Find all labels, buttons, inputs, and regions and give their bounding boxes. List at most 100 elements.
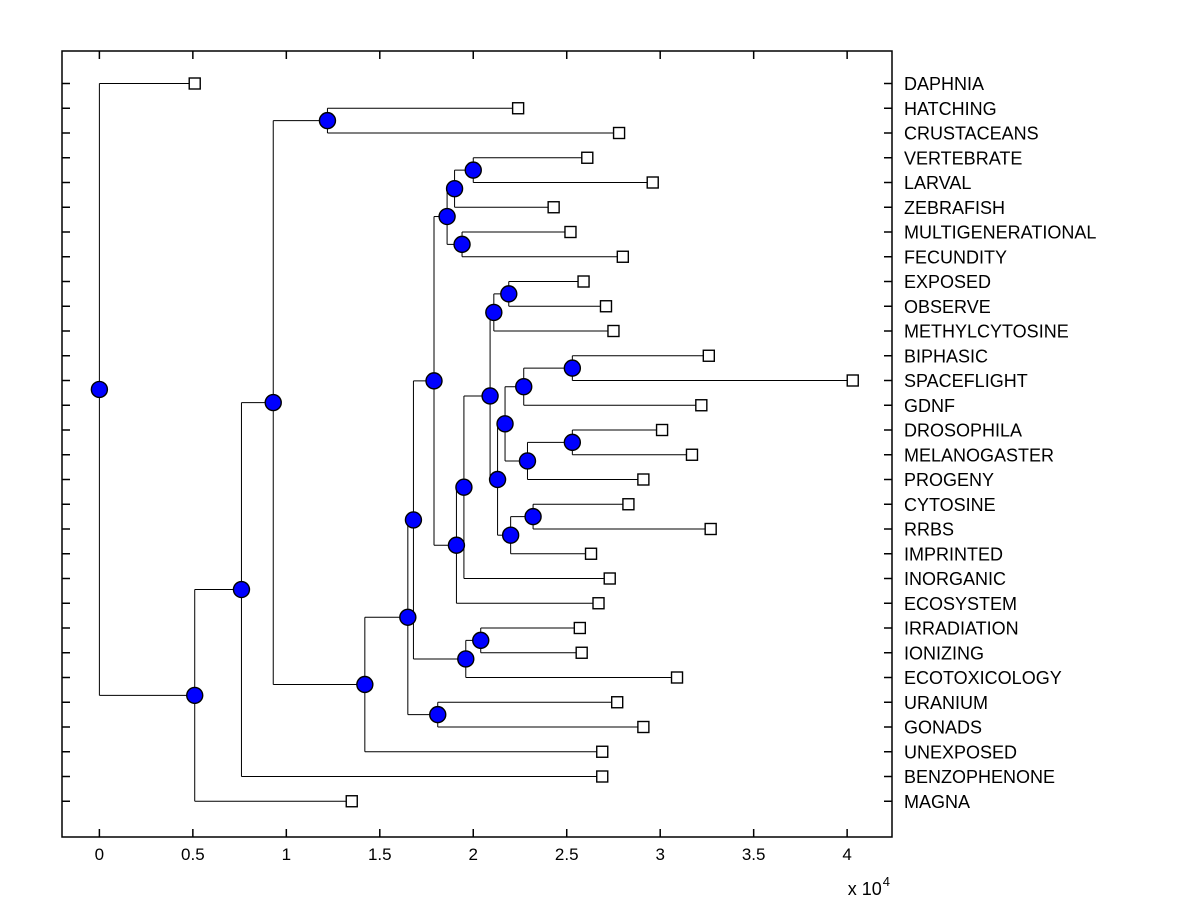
internal-node-marker xyxy=(563,359,582,377)
leaf-label: FECUNDITY xyxy=(904,247,1007,267)
internal-node-marker xyxy=(485,303,503,322)
internal-node-marker xyxy=(399,608,417,626)
internal-node-marker xyxy=(90,380,109,399)
leaf-marker xyxy=(592,597,605,610)
leaf-marker xyxy=(573,621,587,635)
leaf-label: OBSERVE xyxy=(904,297,991,317)
leaf-label: INORGANIC xyxy=(904,569,1006,589)
leaf-label: EXPOSED xyxy=(904,272,991,292)
leaf-label: RRBS xyxy=(904,520,954,540)
tree-branches xyxy=(98,83,853,802)
leaf-marker xyxy=(577,275,590,288)
leaf-marker xyxy=(646,176,659,189)
internal-node-marker xyxy=(501,526,520,544)
leaf-label: IRRADIATION xyxy=(904,619,1019,639)
leaf-marker xyxy=(670,671,684,684)
leaf-marker xyxy=(345,795,358,808)
leaf-label: HATCHING xyxy=(904,99,997,119)
x-tick-label: 2 xyxy=(469,845,478,864)
axis-ticks xyxy=(62,51,892,837)
leaf-label: IMPRINTED xyxy=(904,544,1003,564)
leaf-label: CYTOSINE xyxy=(904,495,996,515)
internal-node-marker xyxy=(481,387,499,405)
leaf-marker xyxy=(846,374,859,387)
leaf-label: UNEXPOSED xyxy=(904,742,1017,762)
internal-node-marker xyxy=(518,452,537,470)
leaf-label: BENZOPHENONE xyxy=(904,767,1055,787)
internal-node-marker xyxy=(404,511,423,529)
leaf-label: PROGENY xyxy=(904,470,994,490)
leaf-labels: DAPHNIA HATCHING CRUSTACEANS VERTEBRATE LARV… xyxy=(904,74,1096,812)
axis-box xyxy=(61,50,893,838)
internal-node-marker xyxy=(429,705,447,724)
leaf-marker xyxy=(511,102,525,115)
leaf-marker xyxy=(655,423,669,437)
internal-node-marker xyxy=(232,580,251,599)
leaf-marker xyxy=(616,250,630,263)
internal-node-marker xyxy=(464,161,482,179)
x-tick-label: 0.5 xyxy=(181,845,205,864)
leaf-marker xyxy=(622,498,635,511)
internal-node-marker xyxy=(186,686,204,705)
internal-node-marker xyxy=(496,415,514,433)
internal-node-marker xyxy=(425,372,443,390)
leaf-marker xyxy=(575,646,588,659)
leaf-marker xyxy=(685,448,699,461)
internal-node-marker xyxy=(455,478,473,496)
leaf-marker xyxy=(584,547,598,560)
leaf-label: MELANOGASTER xyxy=(904,445,1054,465)
leaf-marker xyxy=(188,77,201,90)
leaf-marker xyxy=(637,473,650,486)
internal-node-marker xyxy=(472,631,490,650)
leaf-label: BIPHASIC xyxy=(904,346,988,366)
leaf-marker xyxy=(607,324,620,338)
leaf-marker xyxy=(702,349,716,362)
leaf-marker xyxy=(564,225,577,239)
leaf-label: GONADS xyxy=(904,718,982,738)
leaf-marker xyxy=(599,300,613,313)
leaf-label: ECOTOXICOLOGY xyxy=(904,668,1062,688)
internal-node-marker xyxy=(524,507,542,526)
leaf-label: MAGNA xyxy=(904,792,970,812)
leaf-marker xyxy=(611,696,624,709)
tree-markers xyxy=(90,77,859,808)
internal-node-marker xyxy=(438,207,456,226)
leaf-marker xyxy=(547,201,560,214)
x-tick-label: 1 xyxy=(282,845,291,864)
x-tick-label: 4 xyxy=(842,845,851,864)
leaf-label: DAPHNIA xyxy=(904,74,984,94)
x-axis-multiplier: x 104 xyxy=(848,874,890,899)
leaf-label: VERTEBRATE xyxy=(904,148,1022,168)
leaf-marker xyxy=(603,572,616,585)
leaf-label: CRUSTACEANS xyxy=(904,124,1039,144)
leaf-label: METHYLCYTOSINE xyxy=(904,322,1069,342)
leaf-label: URANIUM xyxy=(904,693,988,713)
leaf-label: SPACEFLIGHT xyxy=(904,371,1028,391)
internal-node-marker xyxy=(457,650,475,668)
x-tick-labels: 0 0.5 1 1.5 2 2.5 3 3.5 4 xyxy=(95,845,852,864)
leaf-marker xyxy=(637,720,650,734)
leaf-marker xyxy=(596,770,609,783)
leaf-label: MULTIGENERATIONAL xyxy=(904,223,1096,243)
leaf-marker xyxy=(695,399,708,412)
internal-node-marker xyxy=(563,433,582,452)
internal-node-marker xyxy=(453,235,471,254)
x-tick-label: 3 xyxy=(655,845,664,864)
leaf-marker xyxy=(612,126,626,140)
leaf-label: LARVAL xyxy=(904,173,971,193)
x-tick-label: 3.5 xyxy=(742,845,766,864)
leaf-marker xyxy=(581,151,594,164)
leaf-marker xyxy=(596,745,609,758)
internal-node-marker xyxy=(488,470,507,489)
internal-node-marker xyxy=(447,536,466,554)
leaf-label: ZEBRAFISH xyxy=(904,198,1005,218)
internal-node-marker xyxy=(318,111,337,130)
x-tick-label: 0 xyxy=(95,845,104,864)
internal-node-marker xyxy=(356,675,374,694)
x-tick-label: 2.5 xyxy=(555,845,579,864)
x-tick-label: 1.5 xyxy=(368,845,392,864)
leaf-label: GDNF xyxy=(904,396,955,416)
internal-node-marker xyxy=(445,179,464,198)
